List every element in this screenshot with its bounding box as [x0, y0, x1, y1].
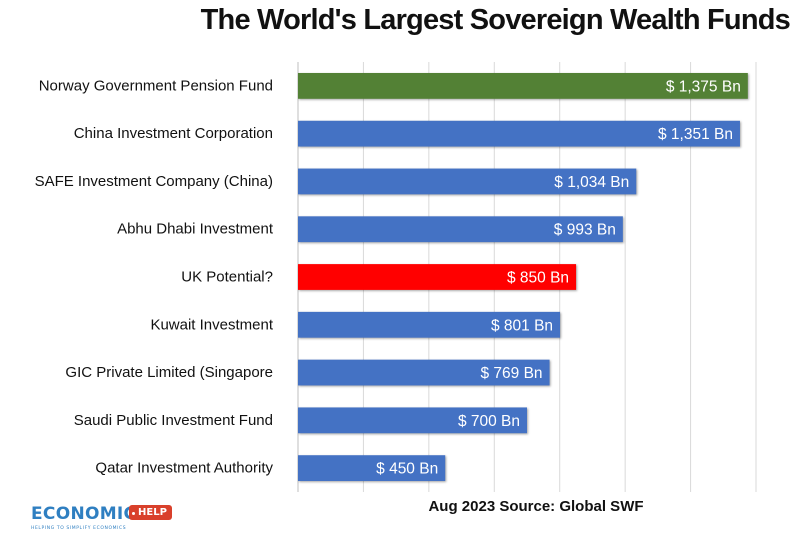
value-label: $ 769 Bn: [481, 365, 543, 382]
chart-title: The World's Largest Sovereign Wealth Fun…: [200, 4, 791, 36]
value-label: $ 1,375 Bn: [666, 78, 741, 95]
value-label: $ 850 Bn: [507, 270, 569, 287]
category-label: SAFE Investment Company (China): [35, 173, 273, 190]
bar-1: [298, 120, 740, 147]
category-label: Kuwait Investment: [150, 316, 273, 333]
bar-2: [298, 168, 637, 195]
value-label: $ 1,351 Bn: [658, 126, 733, 143]
category-label: Saudi Public Investment Fund: [74, 412, 273, 429]
bar-3: [298, 216, 623, 243]
economics-help-logo: ECONOMICS HELP HELPING TO SIMPLIFY ECONO…: [31, 503, 172, 533]
logo-tag-icon: HELP: [129, 505, 172, 520]
bar-6: [298, 359, 550, 386]
category-label: Abhu Dhabi Investment: [117, 221, 274, 238]
bar-4: [298, 264, 577, 290]
value-label: $ 1,034 Bn: [554, 174, 629, 191]
value-label: $ 700 Bn: [458, 413, 520, 430]
category-label: Norway Government Pension Fund: [39, 77, 273, 94]
category-label: China Investment Corporation: [74, 125, 273, 142]
bar-0: [298, 72, 748, 99]
logo-tagline: HELPING TO SIMPLIFY ECONOMICS: [31, 526, 127, 531]
value-labels: $ 1,375 Bn $ 1,351 Bn $ 1,034 Bn $ 993 Bn $ …: [376, 78, 741, 477]
bar-8: [298, 455, 446, 482]
source-note: Aug 2023 Source: Global SWF: [428, 498, 644, 515]
value-label: $ 993 Bn: [554, 222, 616, 239]
bar-5: [298, 311, 561, 338]
category-labels: Norway Government Pension Fund China Inve…: [35, 77, 274, 476]
category-label: Qatar Investment Authority: [95, 460, 273, 477]
logo-wordmark: ECONOMICS: [31, 504, 150, 524]
bars: [298, 72, 748, 482]
category-label: GIC Private Limited (Singapore: [65, 364, 273, 381]
bar-7: [298, 407, 527, 434]
category-label: UK Potential?: [181, 269, 273, 286]
value-label: $ 450 Bn: [376, 461, 438, 478]
value-label: $ 801 Bn: [491, 317, 553, 334]
